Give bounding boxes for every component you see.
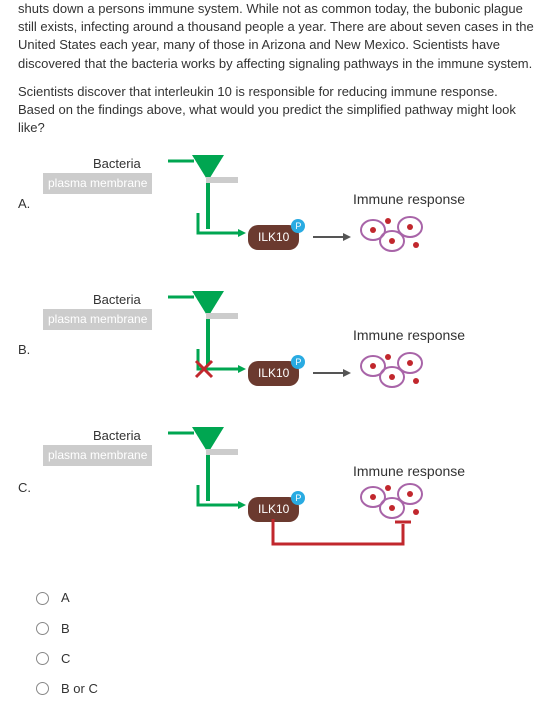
diagram-option-a: Bacteria plasma membrane A. ILK10 P Immu…	[18, 155, 536, 285]
phosphate-badge: P	[291, 491, 305, 505]
funnel-icon	[168, 153, 248, 243]
ilk-pill: ILK10 P	[248, 361, 299, 386]
answer-option-c[interactable]: C	[36, 650, 536, 668]
immune-label: Immune response	[353, 462, 465, 482]
bacteria-label: Bacteria	[93, 427, 141, 445]
ilk-pill: ILK10 P	[248, 225, 299, 250]
phosphate-badge: P	[291, 355, 305, 369]
bacteria-label: Bacteria	[93, 155, 141, 173]
answer-group: A B C B or C	[18, 589, 536, 698]
option-letter: C.	[18, 479, 31, 497]
diagram-option-b: Bacteria plasma membrane B. ILK10 P Immu…	[18, 291, 536, 421]
option-letter: A.	[18, 195, 30, 213]
inhibition-arrow-icon	[253, 519, 423, 559]
plasma-membrane-box: plasma membrane	[43, 445, 152, 466]
plasma-membrane-box: plasma membrane	[43, 173, 152, 194]
answer-label: B	[61, 620, 70, 638]
answer-label: A	[61, 589, 70, 607]
cells-icon	[358, 215, 438, 260]
ilk-label: ILK10	[258, 502, 289, 516]
cells-icon	[358, 351, 438, 396]
answer-option-borc[interactable]: B or C	[36, 680, 536, 698]
answer-label: C	[61, 650, 70, 668]
funnel-icon	[168, 289, 248, 384]
radio-icon[interactable]	[36, 652, 49, 665]
intro-paragraph: shuts down a persons immune system. Whil…	[18, 0, 536, 73]
ilk-label: ILK10	[258, 230, 289, 244]
funnel-icon	[168, 425, 248, 515]
diagram-option-c: Bacteria plasma membrane C. ILK10 P Immu…	[18, 427, 536, 577]
ilk-label: ILK10	[258, 366, 289, 380]
immune-label: Immune response	[353, 190, 465, 210]
answer-option-a[interactable]: A	[36, 589, 536, 607]
bacteria-label: Bacteria	[93, 291, 141, 309]
immune-label: Immune response	[353, 326, 465, 346]
plasma-membrane-box: plasma membrane	[43, 309, 152, 330]
phosphate-badge: P	[291, 219, 305, 233]
question-paragraph: Scientists discover that interleukin 10 …	[18, 83, 536, 138]
answer-option-b[interactable]: B	[36, 620, 536, 638]
radio-icon[interactable]	[36, 682, 49, 695]
arrow-icon	[313, 369, 353, 377]
answer-label: B or C	[61, 680, 98, 698]
option-letter: B.	[18, 341, 30, 359]
radio-icon[interactable]	[36, 592, 49, 605]
radio-icon[interactable]	[36, 622, 49, 635]
arrow-icon	[313, 233, 353, 241]
